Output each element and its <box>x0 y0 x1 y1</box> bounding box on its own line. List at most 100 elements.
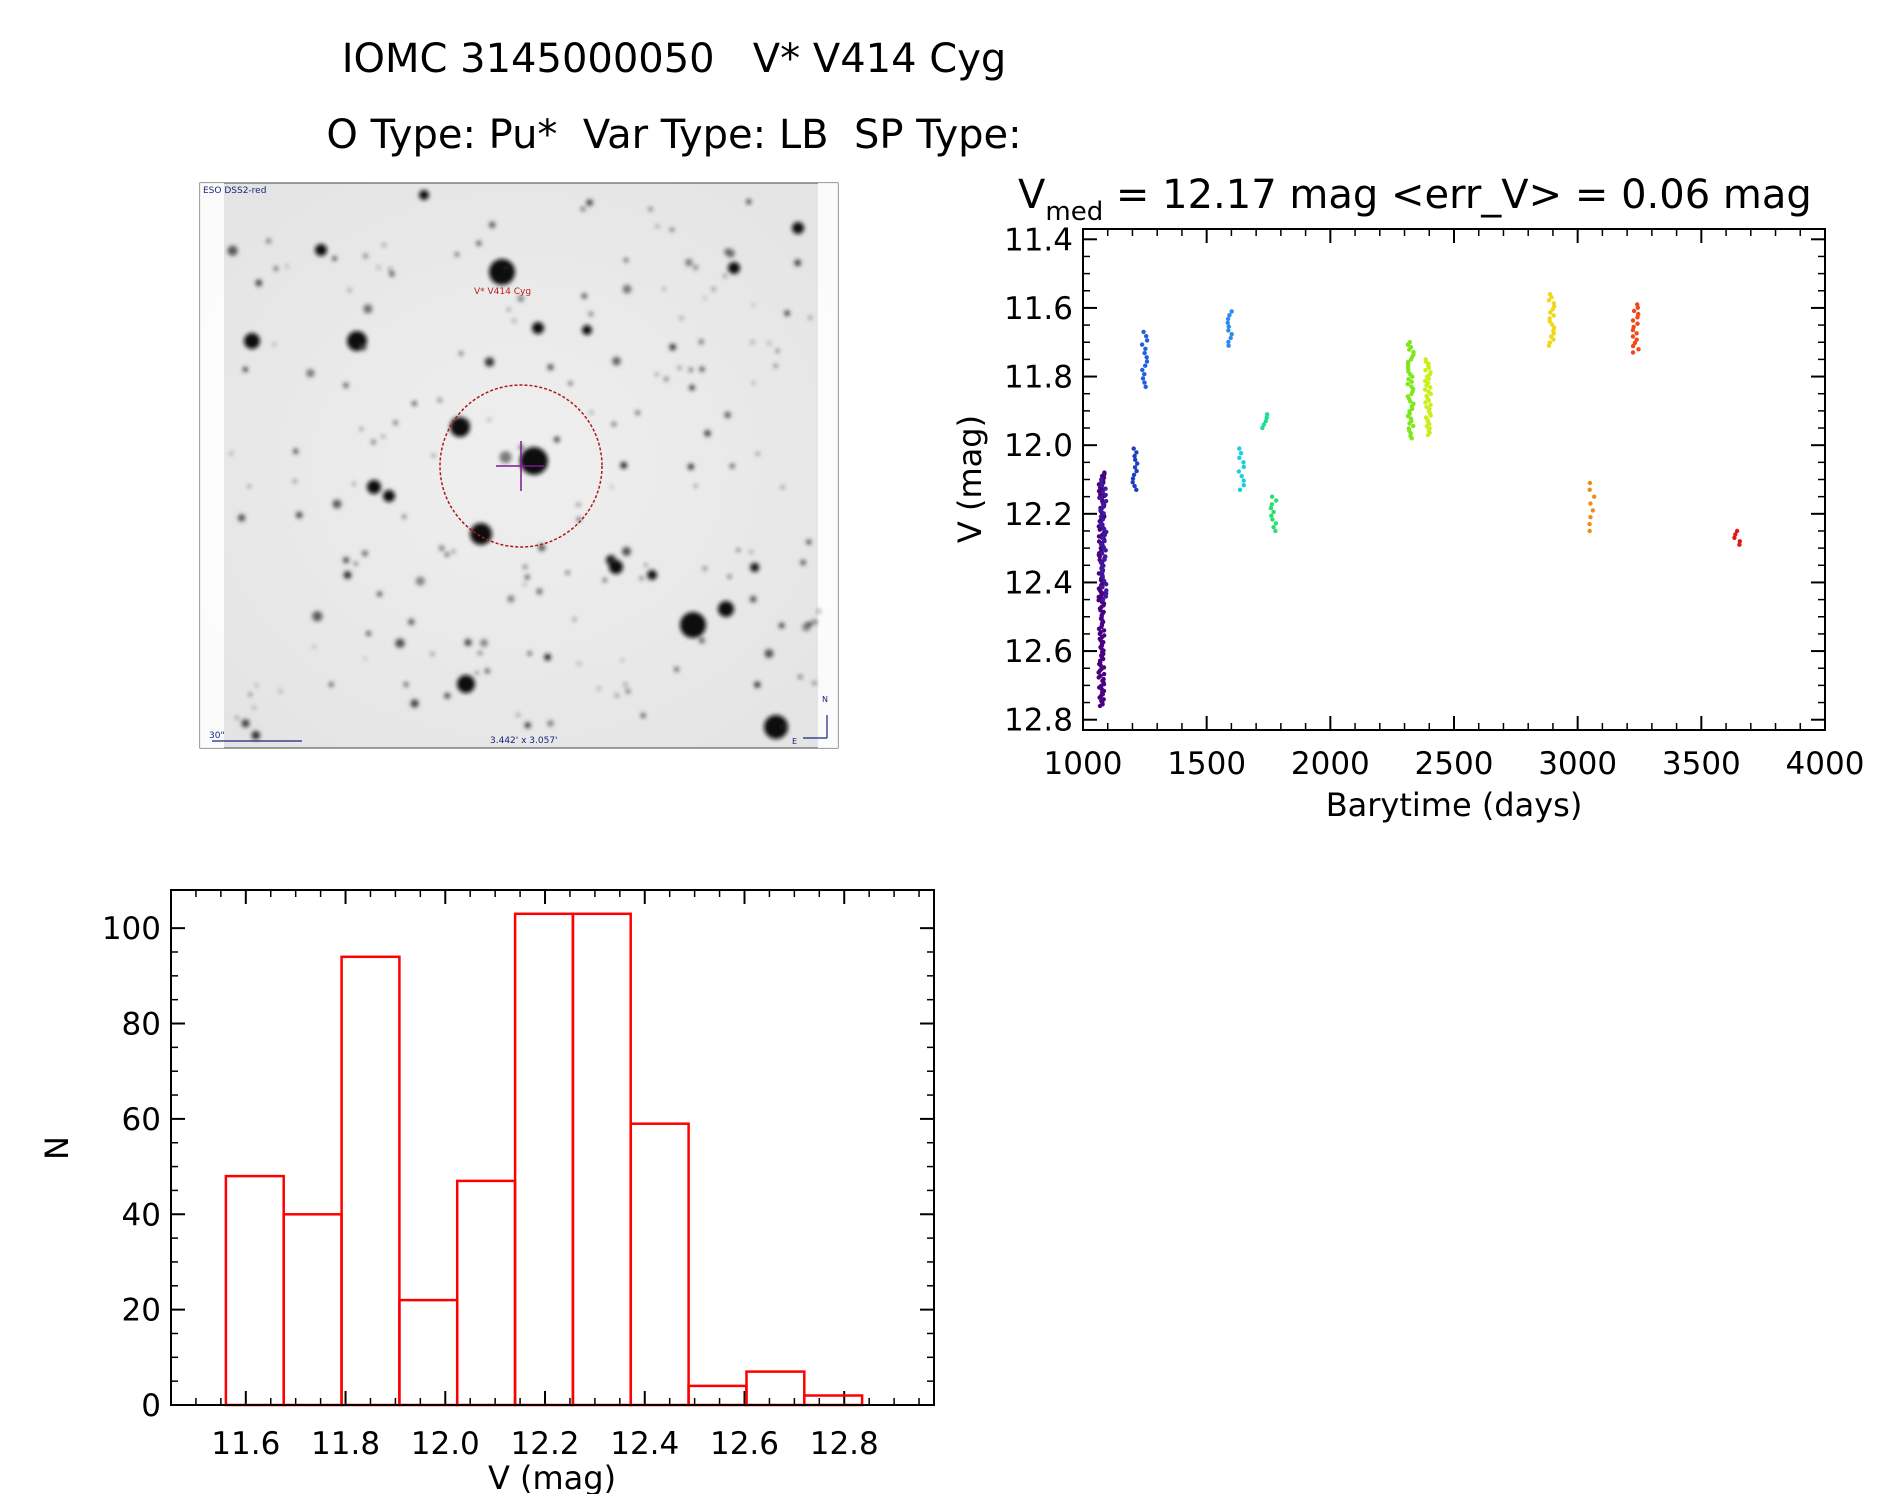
finder-star <box>639 576 644 581</box>
lc-data-point <box>1409 436 1415 441</box>
light-curve-plot: Vmed = 12.17 mag <err_V> = 0.06 mag 1000… <box>951 172 1864 824</box>
finder-star <box>315 244 327 256</box>
lc-data-point <box>1265 412 1270 417</box>
lc-data-point <box>1588 501 1593 506</box>
light-curve-ticks: 1000 1500 2000 2500 3000 3500 4000 11.4 11.6 11.8… <box>1004 222 1864 782</box>
lc-data-point <box>1410 374 1415 379</box>
finder-star <box>363 657 367 660</box>
histogram-bar <box>282 1213 343 1407</box>
finder-star <box>776 349 779 353</box>
finder-star <box>524 722 531 729</box>
finder-star <box>393 420 398 425</box>
finder-target-circle <box>439 384 603 548</box>
lc-data-point <box>1630 350 1636 355</box>
lc-data-point <box>1261 422 1267 427</box>
hist-x-tick-label: 11.8 <box>311 1426 380 1462</box>
finder-star <box>383 490 395 502</box>
histogram-bar <box>745 1370 806 1407</box>
finder-star <box>343 571 352 579</box>
lc-data-point <box>1241 460 1246 465</box>
finder-star <box>395 638 405 648</box>
lc-x-tick-label: 4000 <box>1786 746 1865 782</box>
finder-star <box>459 351 463 356</box>
finder-star <box>554 436 560 443</box>
finder-star <box>528 651 532 656</box>
lc-data-point <box>1100 535 1105 541</box>
finder-star <box>728 575 731 579</box>
finder-star <box>463 419 470 427</box>
finder-star <box>489 221 496 228</box>
lc-x-tick-label: 1500 <box>1167 746 1246 782</box>
lc-data-point <box>1099 477 1104 482</box>
lc-data-point <box>1097 631 1103 636</box>
histogram-bar <box>513 912 575 1407</box>
finder-star <box>752 381 755 385</box>
finder-star <box>812 681 817 685</box>
lc-data-point <box>1737 542 1742 547</box>
lc-data-point <box>1592 494 1597 499</box>
lc-data-point <box>1096 670 1101 675</box>
hist-x-tick-label: 12.6 <box>710 1426 779 1462</box>
lc-data-point <box>1241 483 1247 488</box>
finder-star <box>685 258 693 267</box>
lc-data-point <box>1423 368 1428 373</box>
finder-star <box>244 333 260 349</box>
lc-data-point <box>1424 383 1429 388</box>
lc-data-point <box>1549 295 1554 300</box>
finder-star <box>647 576 651 580</box>
finder-star <box>251 730 261 740</box>
finder-star <box>581 293 588 299</box>
finder-star <box>680 316 683 320</box>
finder-star <box>577 662 581 665</box>
finder-star <box>723 274 727 278</box>
finder-star <box>597 687 600 690</box>
lc-data-point <box>1103 594 1109 599</box>
finder-star <box>389 268 392 271</box>
hist-y-tick-label: 100 <box>102 911 161 947</box>
lc-x-tick-label: 3000 <box>1538 746 1617 782</box>
finder-fov-label: 3.442' x 3.057' <box>490 736 558 746</box>
hist-y-tick-label: 40 <box>122 1197 161 1233</box>
lc-data-point <box>1630 318 1636 323</box>
lc-data-point <box>1732 535 1737 540</box>
light-curve-title-rest: = 12.17 mag <err_V> = 0.06 mag <box>1103 172 1812 218</box>
lc-y-tick-label: 11.6 <box>1004 291 1073 327</box>
lc-data-point <box>1630 334 1636 339</box>
hist-y-tick-label: 20 <box>122 1293 161 1329</box>
finder-star <box>285 265 289 268</box>
finder-star <box>664 377 669 382</box>
finder-star <box>768 342 771 345</box>
finder-star <box>343 557 350 564</box>
histogram-ticks: 11.6 11.8 12.0 12.2 12.4 12.6 12.8 0 20 40 60 80 100 <box>102 890 934 1462</box>
lc-data-point <box>1405 381 1411 387</box>
finder-star <box>279 689 282 693</box>
finder-star <box>623 682 628 687</box>
finder-star <box>432 454 435 457</box>
finder-star <box>444 552 450 557</box>
lc-data-point <box>1274 498 1279 503</box>
finder-star <box>266 238 271 244</box>
finder-star <box>750 562 760 573</box>
lc-data-point <box>1144 359 1150 364</box>
lc-data-point <box>1409 391 1414 397</box>
finder-star <box>410 699 419 708</box>
finder-star <box>754 681 761 688</box>
lc-data-point <box>1587 528 1592 534</box>
finder-star <box>470 523 492 545</box>
lc-data-point <box>1098 542 1104 547</box>
finder-star <box>644 563 647 567</box>
finder-star <box>367 480 381 494</box>
lc-data-point <box>1226 324 1232 329</box>
lc-data-point <box>1103 498 1109 504</box>
lc-data-point <box>1134 487 1139 492</box>
lc-data-point <box>1103 548 1108 553</box>
finder-star <box>764 649 774 658</box>
lc-data-point <box>1428 402 1433 407</box>
light-curve-title: Vmed = 12.17 mag <err_V> = 0.06 mag <box>1018 172 1812 227</box>
histogram-bar <box>687 1384 748 1407</box>
finder-star <box>693 265 699 270</box>
hist-x-tick-label: 12.2 <box>511 1426 580 1462</box>
finder-star <box>611 421 617 427</box>
finder-star <box>648 207 653 211</box>
